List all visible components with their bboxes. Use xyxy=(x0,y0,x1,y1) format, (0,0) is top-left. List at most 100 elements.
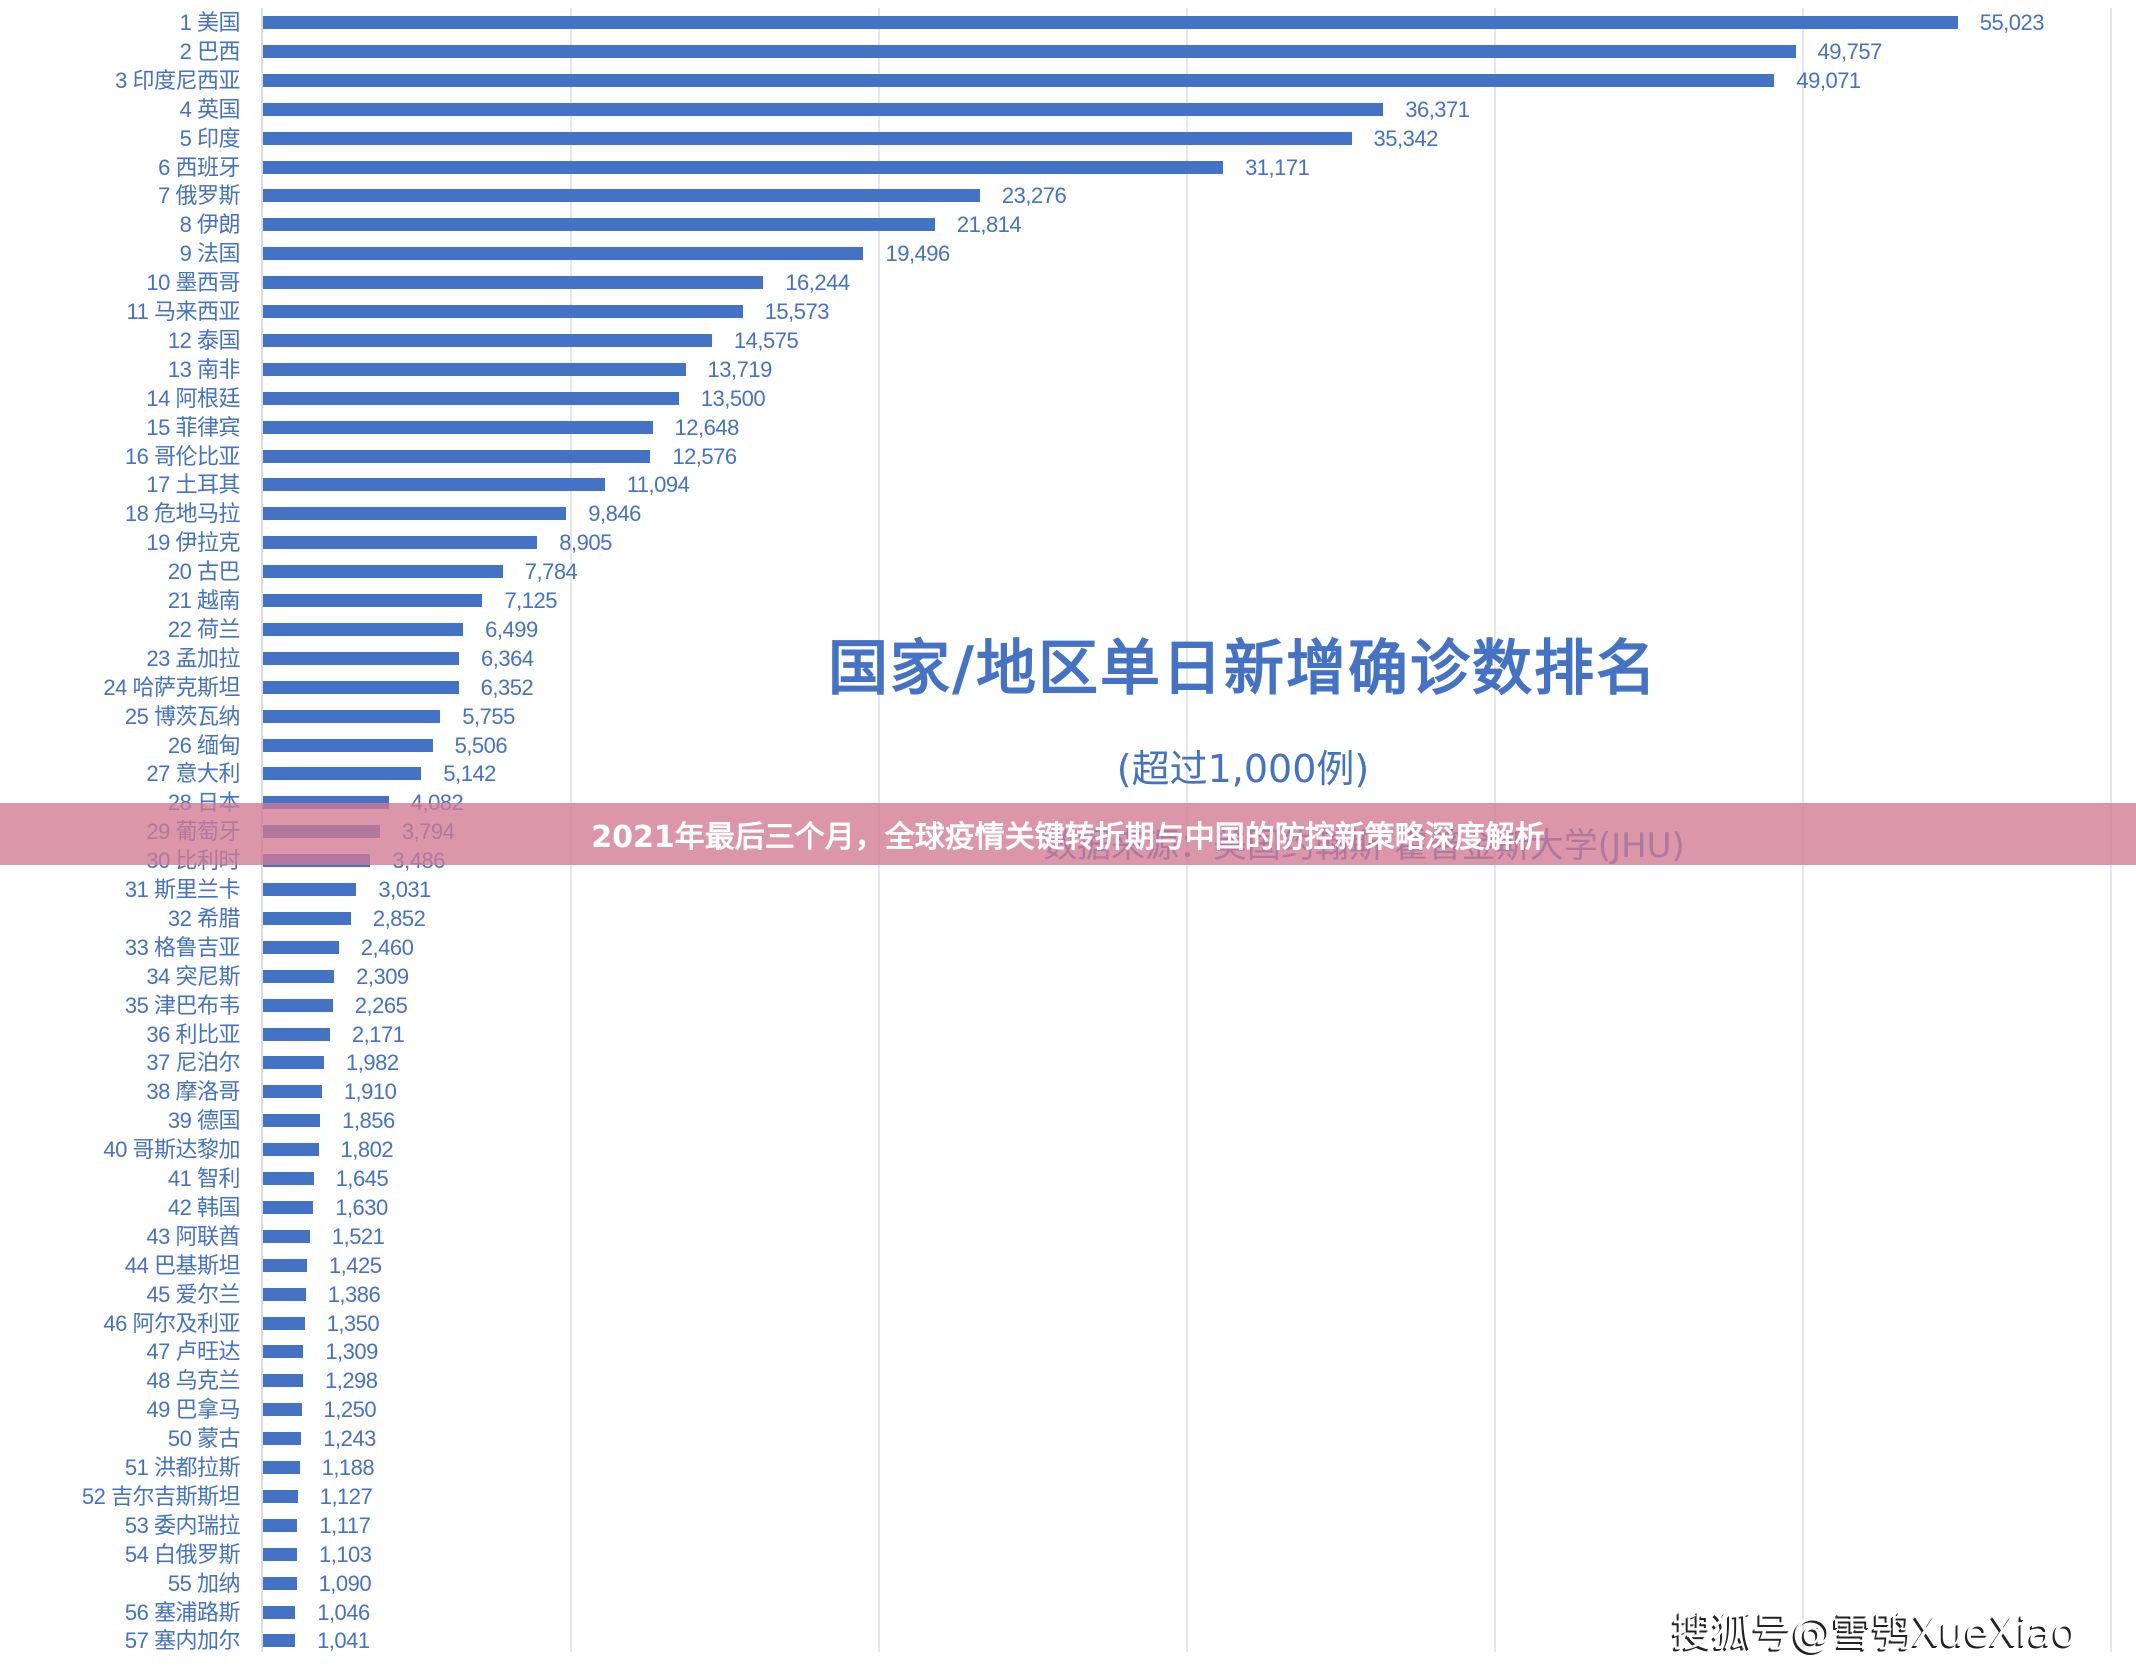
category-label: 47 卢旺达 xyxy=(146,1339,240,1365)
value-label: 1,802 xyxy=(340,1137,394,1163)
category-label: 6 西班牙 xyxy=(158,154,240,180)
bar xyxy=(263,507,567,521)
bar-row: 31 斯里兰卡 3,031 xyxy=(0,875,2136,904)
bar xyxy=(263,622,464,636)
bar-row: 43 阿联酋 1,521 xyxy=(0,1222,2136,1251)
category-label: 38 摩洛哥 xyxy=(146,1079,240,1105)
category-label: 34 突尼斯 xyxy=(146,963,240,989)
value-label: 2,460 xyxy=(360,934,414,960)
value-label: 2,852 xyxy=(372,905,426,931)
bar xyxy=(263,911,351,925)
bar xyxy=(263,305,743,318)
bar-row: 7 俄罗斯 23,276 xyxy=(0,181,2136,210)
value-label: 5,755 xyxy=(462,703,515,729)
category-label: 11 马来西亚 xyxy=(126,299,241,324)
value-label: 1,127 xyxy=(319,1483,373,1509)
bar-row: 40 哥斯达黎加 1,802 xyxy=(0,1135,2136,1164)
category-label: 37 尼泊尔 xyxy=(146,1050,240,1076)
bar-row: 25 博茨瓦纳 5,755 xyxy=(0,702,2136,731)
category-label: 23 孟加拉 xyxy=(146,645,240,671)
bar xyxy=(263,738,433,752)
bar-row: 17 土耳其 11,094 xyxy=(0,470,2136,499)
bar-row: 46 阿尔及利亚 1,350 xyxy=(0,1309,2136,1338)
bar-row: 13 南非 13,719 xyxy=(0,355,2136,384)
value-label: 1,386 xyxy=(327,1281,381,1307)
bar-row: 51 洪都拉斯 1,188 xyxy=(0,1453,2136,1482)
bar xyxy=(263,131,1352,145)
value-label: 1,250 xyxy=(323,1397,377,1423)
bar xyxy=(263,998,333,1012)
category-label: 7 俄罗斯 xyxy=(158,183,240,209)
value-label: 36,371 xyxy=(1405,96,1470,122)
value-label: 6,364 xyxy=(481,645,534,671)
bar-row: 32 希腊 2,852 xyxy=(0,904,2136,933)
bar xyxy=(263,160,1224,174)
bar xyxy=(263,709,441,723)
category-label: 56 塞浦路斯 xyxy=(124,1599,241,1625)
category-label: 39 德国 xyxy=(167,1108,241,1134)
bar-row: 37 尼泊尔 1,982 xyxy=(0,1048,2136,1077)
category-label: 5 印度 xyxy=(179,125,241,151)
bar-row: 42 韩国 1,630 xyxy=(0,1193,2136,1222)
bar xyxy=(263,1489,298,1503)
value-label: 1,630 xyxy=(335,1194,388,1220)
category-label: 46 阿尔及利亚 xyxy=(103,1310,240,1336)
value-label: 1,856 xyxy=(342,1108,395,1134)
category-label: 14 阿根廷 xyxy=(146,385,240,411)
article-headline: 2021年最后三个月，全球疫情关键转折期与中国的防控新策略深度解析 xyxy=(591,820,1545,855)
value-label: 2,171 xyxy=(351,1021,405,1047)
bar xyxy=(263,1229,310,1243)
bar-row: 55 加纳 1,090 xyxy=(0,1569,2136,1598)
bar-row: 22 荷兰 6,499 xyxy=(0,615,2136,644)
bar xyxy=(263,1172,314,1185)
bar xyxy=(263,1432,302,1446)
bar-row: 10 墨西哥 16,244 xyxy=(0,268,2136,297)
bar-row: 1 美国 55,023 xyxy=(0,8,2136,37)
bar xyxy=(263,536,538,550)
bar-row: 9 法国 19,496 xyxy=(0,239,2136,268)
value-label: 2,309 xyxy=(356,963,409,989)
category-label: 2 巴西 xyxy=(179,38,241,64)
bar-row: 15 菲律宾 12,648 xyxy=(0,413,2136,442)
category-label: 10 墨西哥 xyxy=(146,270,240,296)
category-label: 57 塞内加尔 xyxy=(124,1628,241,1654)
bar-row: 19 伊拉克 8,905 xyxy=(0,528,2136,557)
value-label: 1,103 xyxy=(318,1541,372,1567)
value-label: 1,041 xyxy=(317,1628,370,1654)
bar xyxy=(263,940,339,954)
bar xyxy=(263,1518,298,1532)
bar xyxy=(263,565,503,579)
bar xyxy=(263,1316,305,1330)
value-label: 1,298 xyxy=(324,1368,378,1394)
value-label: 2,265 xyxy=(354,992,408,1018)
bar xyxy=(263,651,459,665)
bar-row: 54 白俄罗斯 1,103 xyxy=(0,1540,2136,1569)
value-label: 1,425 xyxy=(328,1252,382,1278)
bar-row: 6 西班牙 31,171 xyxy=(0,153,2136,182)
value-label: 6,499 xyxy=(485,616,538,642)
value-label: 19,496 xyxy=(885,241,950,267)
value-label: 1,188 xyxy=(321,1455,375,1480)
value-label: 9,846 xyxy=(588,501,641,527)
value-label: 7,125 xyxy=(504,588,557,613)
category-label: 19 伊拉克 xyxy=(146,530,240,556)
value-label: 1,982 xyxy=(346,1050,399,1076)
bar-row: 16 哥伦比亚 12,576 xyxy=(0,442,2136,471)
bar xyxy=(263,969,335,983)
bar-row: 18 危地马拉 9,846 xyxy=(0,499,2136,528)
bar-row: 45 爱尔兰 1,386 xyxy=(0,1280,2136,1309)
bar-row: 33 格鲁吉亚 2,460 xyxy=(0,933,2136,962)
category-label: 55 加纳 xyxy=(167,1570,241,1596)
bar-row: 38 摩洛哥 1,910 xyxy=(0,1077,2136,1106)
category-label: 43 阿联酋 xyxy=(146,1223,240,1249)
value-label: 1,309 xyxy=(325,1339,378,1365)
bar-row: 56 塞浦路斯 1,046 xyxy=(0,1598,2136,1627)
bar-row: 11 马来西亚 15,573 xyxy=(0,297,2136,326)
bar-row: 27 意大利 5,142 xyxy=(0,759,2136,788)
value-label: 13,719 xyxy=(707,356,773,382)
bar xyxy=(263,1027,330,1041)
bar-row: 49 巴拿马 1,250 xyxy=(0,1395,2136,1424)
value-label: 49,757 xyxy=(1817,38,1883,64)
value-label: 3,031 xyxy=(378,877,431,902)
